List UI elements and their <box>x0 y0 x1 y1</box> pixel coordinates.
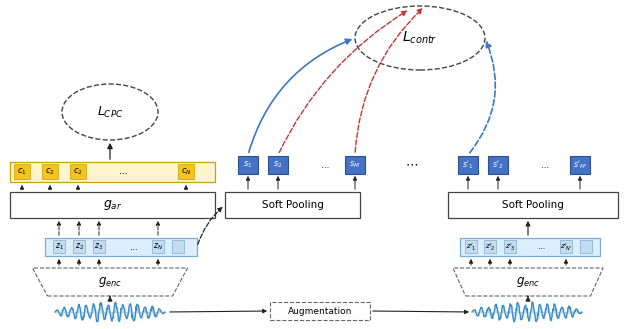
Polygon shape <box>453 268 603 296</box>
Text: $\cdots$: $\cdots$ <box>320 161 330 169</box>
Text: $\cdots$: $\cdots$ <box>129 242 138 251</box>
Text: $g_{enc}$: $g_{enc}$ <box>98 275 122 289</box>
Text: $c_2$: $c_2$ <box>45 167 55 177</box>
Text: $L_{CPC}$: $L_{CPC}$ <box>97 104 124 119</box>
Text: Augmentation: Augmentation <box>288 307 352 316</box>
Text: $c_1$: $c_1$ <box>17 167 27 177</box>
Text: $s_2$: $s_2$ <box>273 160 283 170</box>
Text: $\cdots$: $\cdots$ <box>540 161 550 169</box>
Text: $z_2$: $z_2$ <box>74 242 83 252</box>
Bar <box>268 156 288 174</box>
Bar <box>178 164 194 179</box>
Bar <box>580 240 592 253</box>
Text: $\cdots$: $\cdots$ <box>406 158 419 170</box>
Ellipse shape <box>355 6 485 70</box>
Bar <box>238 156 258 174</box>
Text: $s'_2$: $s'_2$ <box>492 159 504 171</box>
Text: $z_3$: $z_3$ <box>95 242 104 252</box>
Bar <box>488 156 508 174</box>
Bar <box>10 192 215 218</box>
Text: $z'_{N'}$: $z'_{N'}$ <box>559 241 572 253</box>
Text: $z'_2$: $z'_2$ <box>484 241 495 253</box>
Text: $z_1$: $z_1$ <box>54 242 63 252</box>
Text: $c_N$: $c_N$ <box>180 167 191 177</box>
Bar <box>484 240 496 253</box>
Bar <box>460 238 600 256</box>
Text: $s'_{M'}$: $s'_{M'}$ <box>573 159 588 171</box>
Bar <box>504 240 516 253</box>
Text: $g_{enc}$: $g_{enc}$ <box>516 275 540 289</box>
Bar <box>345 156 365 174</box>
Bar <box>465 240 477 253</box>
Bar <box>53 240 65 253</box>
FancyBboxPatch shape <box>270 302 370 320</box>
Text: $s_1$: $s_1$ <box>243 160 253 170</box>
Ellipse shape <box>62 84 158 140</box>
Bar <box>10 162 215 182</box>
Bar <box>42 164 58 179</box>
Bar <box>448 192 618 218</box>
Text: $z'_3$: $z'_3$ <box>505 241 515 253</box>
Bar <box>172 240 184 253</box>
Text: Soft Pooling: Soft Pooling <box>502 200 564 210</box>
Bar <box>45 238 197 256</box>
Text: $s_M$: $s_M$ <box>349 160 360 170</box>
Polygon shape <box>33 268 188 296</box>
Text: $c_2$: $c_2$ <box>73 167 83 177</box>
Text: $\cdots$: $\cdots$ <box>537 244 545 250</box>
Bar <box>570 156 590 174</box>
Bar <box>152 240 164 253</box>
Bar <box>93 240 105 253</box>
Text: $L_{contr}$: $L_{contr}$ <box>403 30 438 46</box>
Text: $z'_1$: $z'_1$ <box>466 241 476 253</box>
Text: $z_N$: $z_N$ <box>153 242 163 252</box>
Text: $s'_1$: $s'_1$ <box>462 159 474 171</box>
Text: Soft Pooling: Soft Pooling <box>262 200 323 210</box>
Bar <box>73 240 85 253</box>
Bar <box>225 192 360 218</box>
Text: $g_{ar}$: $g_{ar}$ <box>103 198 122 212</box>
Bar <box>14 164 30 179</box>
Text: $\cdots$: $\cdots$ <box>118 167 128 176</box>
Bar <box>560 240 572 253</box>
Bar <box>458 156 478 174</box>
Bar <box>70 164 86 179</box>
